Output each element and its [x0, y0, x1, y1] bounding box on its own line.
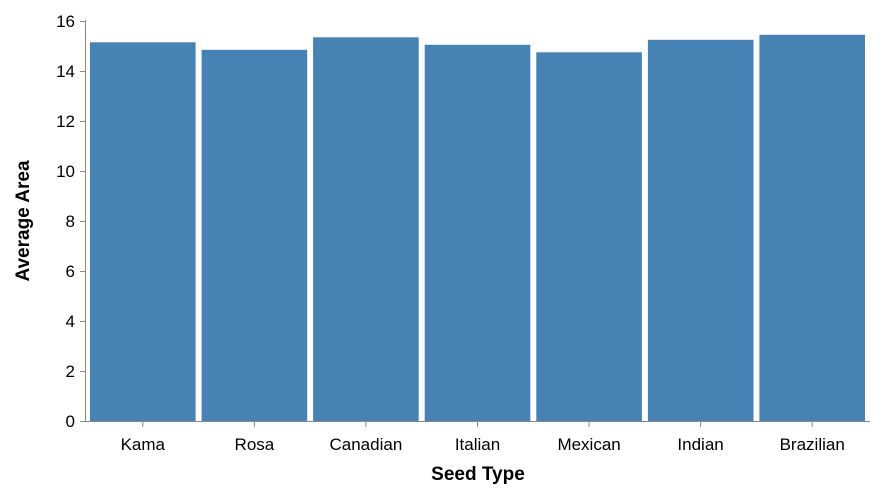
x-tick-label: Indian — [677, 435, 723, 454]
y-tick-label: 2 — [66, 362, 75, 381]
y-axis-title: Average Area — [13, 160, 34, 282]
bar-italian — [424, 44, 531, 422]
x-axis-title: Seed Type — [431, 464, 525, 485]
x-tick-label: Rosa — [235, 435, 275, 454]
y-tick-label: 10 — [56, 162, 75, 181]
y-tick-label: 14 — [56, 62, 75, 81]
x-tick-label: Italian — [455, 435, 500, 454]
x-tick-label: Canadian — [330, 435, 403, 454]
x-tick-label: Mexican — [557, 435, 620, 454]
y-tick-label: 6 — [66, 262, 75, 281]
y-tick-label: 4 — [66, 312, 75, 331]
x-axis: Kama Rosa Canadian Italian Mexican Indian Braz… — [85, 421, 870, 454]
bar-canadian — [313, 37, 419, 422]
x-tick-label: Brazilian — [780, 435, 845, 454]
y-tick-label: 16 — [56, 12, 75, 31]
y-tick-label: 12 — [56, 112, 75, 131]
bar-brazilian — [759, 34, 865, 422]
x-tick-label: Kama — [121, 435, 166, 454]
y-axis: 0 2 4 6 8 10 12 14 16 — [56, 12, 86, 431]
y-tick-label: 8 — [66, 212, 75, 231]
bars-group — [90, 34, 865, 422]
bar-mexican — [536, 52, 642, 422]
bar-rosa — [201, 49, 308, 422]
bar-indian — [647, 39, 754, 422]
y-tick-label: 0 — [66, 412, 75, 431]
bar-kama — [90, 42, 196, 422]
